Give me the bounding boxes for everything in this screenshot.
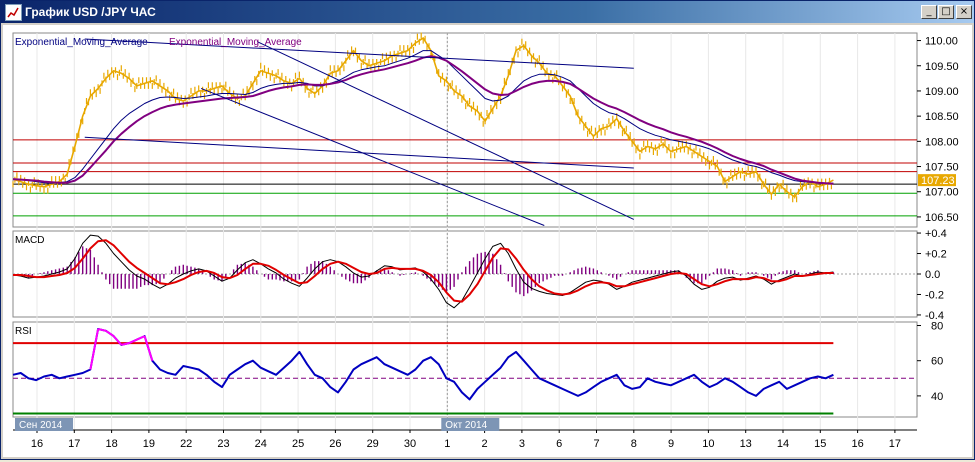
month-marker-label: Окт 2014: [445, 420, 487, 431]
x-tick-label: 17: [68, 438, 80, 450]
macd-tick-label: -0.4: [925, 310, 944, 322]
price-tick-label: 109.00: [925, 86, 959, 98]
rsi-tick-label: 80: [931, 321, 943, 333]
x-tick-label: 26: [329, 438, 341, 450]
x-tick-label: 6: [556, 438, 562, 450]
month-marker-box: [15, 418, 73, 431]
x-tick-label: 16: [31, 438, 43, 450]
x-tick-label: 30: [404, 438, 416, 450]
rsi-tick-label: 40: [931, 391, 943, 403]
close-button[interactable]: ×: [956, 5, 972, 19]
trend-line: [200, 87, 545, 226]
x-tick-label: 14: [777, 438, 789, 450]
x-tick-label: 18: [105, 438, 117, 450]
current-price-label: 107.23: [921, 175, 955, 187]
rsi-overbought-segment: [89, 328, 154, 370]
maximize-button[interactable]: □: [938, 5, 954, 19]
x-tick-label: 19: [143, 438, 155, 450]
price-tick-label: 106.50: [925, 212, 959, 224]
panel-price: [12, 32, 918, 228]
x-tick-label: 29: [367, 438, 379, 450]
x-tick-label: 10: [702, 438, 714, 450]
chart-app-icon: [5, 4, 22, 21]
x-tick-label: 15: [814, 438, 826, 450]
price-ema-fast-line: [12, 50, 834, 184]
ema-legend-fast: Exponential_Moving_Average: [15, 37, 148, 48]
price-tick-label: 108.50: [925, 111, 959, 123]
title-bar[interactable]: График USD /JPY ЧАС _ □ ×: [1, 1, 974, 23]
macd-legend: MACD: [15, 235, 44, 246]
x-tick-label: 22: [180, 438, 192, 450]
macd-signal-line: [13, 239, 834, 303]
current-price-tag: [918, 174, 956, 187]
macd-tick-label: +0.4: [925, 228, 947, 240]
price-ema-slow-line: [12, 55, 834, 185]
ema-legend-slow: Exponential_Moving_Average: [169, 37, 302, 48]
rsi-legend: RSI: [15, 326, 32, 337]
x-tick-label: 3: [519, 438, 525, 450]
chart-client-area: 110.00 109.50 109.00 108.50 108.00 107.50 107.…: [3, 25, 972, 457]
price-tick-label: 109.50: [925, 61, 959, 73]
x-tick-label: 17: [889, 438, 901, 450]
window-title: График USD /JPY ЧАС: [25, 5, 156, 19]
macd-tick-label: +0.2: [925, 249, 947, 261]
price-tick-label: 107.50: [925, 162, 959, 174]
x-tick-label: 16: [851, 438, 863, 450]
x-tick-label: 1: [444, 438, 450, 450]
x-tick-label: 9: [668, 438, 674, 450]
trend-line: [84, 38, 634, 69]
trend-line: [256, 41, 635, 220]
month-marker-label: Сен 2014: [19, 420, 63, 431]
chart-canvas[interactable]: 110.00109.50109.00108.50108.00107.50107.…: [3, 25, 972, 457]
rsi-tick-label: 60: [931, 356, 943, 368]
macd-tick-label: 0.0: [925, 269, 940, 281]
x-tick-label: 2: [482, 438, 488, 450]
minimize-button[interactable]: _: [921, 5, 937, 19]
x-tick-label: 23: [217, 438, 229, 450]
x-tick-label: 25: [292, 438, 304, 450]
x-tick-label: 13: [740, 438, 752, 450]
price-tick-label: 108.00: [925, 136, 959, 148]
price-tick-label: 107.00: [925, 187, 959, 199]
price-tick-label: 110.00: [925, 36, 958, 48]
month-marker-box: [441, 418, 500, 431]
x-tick-label: 7: [593, 438, 599, 450]
panel-rsi: [12, 321, 918, 418]
x-tick-label: 8: [631, 438, 637, 450]
trend-line: [84, 136, 634, 169]
macd-tick-label: -0.2: [925, 289, 944, 301]
x-tick-label: 24: [255, 438, 267, 450]
